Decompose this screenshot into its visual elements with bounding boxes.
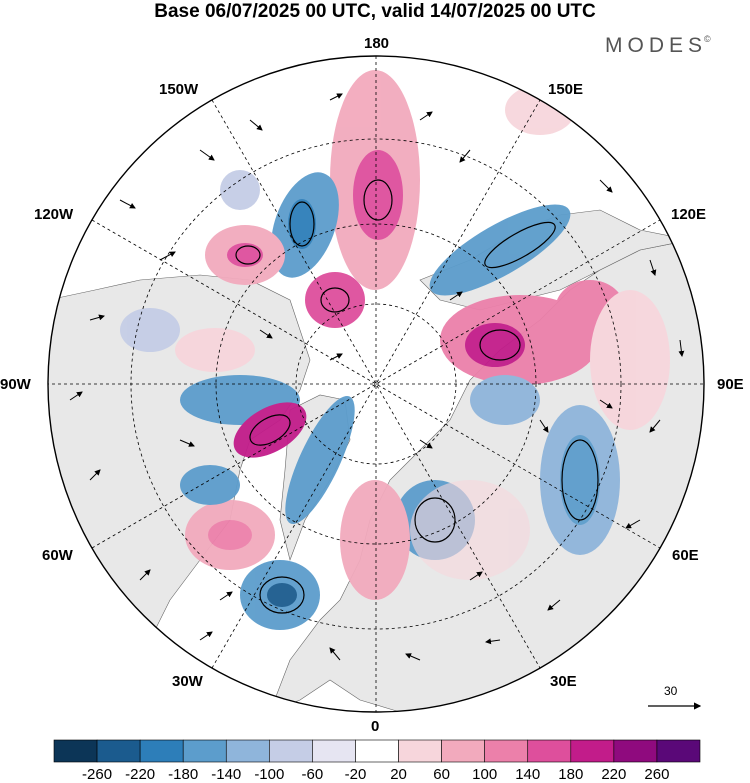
lon-label-30w: 30W: [172, 673, 203, 690]
lon-label-0: 0: [371, 718, 380, 735]
colorbar-tick-label: -180: [168, 766, 199, 783]
lon-label-150w: 150W: [159, 81, 199, 98]
wind-scale-label: 30: [664, 684, 678, 698]
colorbar: [53, 739, 701, 763]
colorbar-swatch: [527, 739, 572, 763]
colorbar-tick-label: 100: [472, 766, 498, 783]
colorbar-tick-label: 180: [558, 766, 584, 783]
colorbar-swatch: [53, 739, 98, 763]
wind-vectors: [69, 93, 685, 661]
colorbar-swatch: [613, 739, 658, 763]
lon-label-60e: 60E: [672, 547, 699, 564]
colorbar-swatch: [570, 739, 615, 763]
lon-label-90w: 90W: [0, 376, 31, 393]
colorbar-tick-label: -260: [82, 766, 113, 783]
colorbar-tick-label: 20: [390, 766, 407, 783]
colorbar-tick-label: -20: [344, 766, 367, 783]
colorbar-tick-label: 140: [515, 766, 541, 783]
map-boundary: [47, 55, 705, 713]
colorbar-tick-label: 220: [601, 766, 627, 783]
colorbar-tick-label: 60: [433, 766, 450, 783]
lon-label-150e: 150E: [548, 81, 584, 98]
colorbar-swatch: [139, 739, 184, 763]
graticule: [48, 56, 704, 712]
map-disc: [48, 56, 704, 712]
colorbar-tick-labels: -260 -220 -180 -140 -100 -60 -20 20 60 100 140 180 2…: [0, 767, 750, 783]
colorbar-tick-label: 260: [644, 766, 670, 783]
colorbar-swatch: [182, 739, 227, 763]
lon-label-180: 180: [364, 35, 390, 52]
colorbar-tick-label: -100: [254, 766, 285, 783]
colorbar-swatch: [96, 739, 141, 763]
colorbar-swatch: [312, 739, 356, 763]
lon-label-90e: 90E: [717, 376, 744, 393]
height-anomaly-field: [120, 70, 670, 630]
colorbar-swatch: [225, 739, 270, 763]
lon-label-60w: 60W: [42, 547, 73, 564]
colorbar-tick-label: -140: [211, 766, 242, 783]
map-title: Base 06/07/2025 00 UTC, valid 14/07/2025…: [154, 1, 596, 22]
colorbar-tick-label: -60: [301, 766, 324, 783]
colorbar-tick-label: -220: [125, 766, 156, 783]
colorbar-swatch: [484, 739, 529, 763]
colorbar-swatch: [355, 739, 399, 763]
colorbar-swatch: [398, 739, 442, 763]
colorbar-swatch: [441, 739, 485, 763]
lon-label-120e: 120E: [671, 206, 707, 223]
lon-label-120w: 120W: [34, 206, 74, 223]
lon-label-30e: 30E: [550, 673, 577, 690]
modes-logo: MODES©: [605, 34, 711, 57]
colorbar-swatch: [269, 739, 313, 763]
colorbar-swatch: [656, 739, 701, 763]
contours: [235, 179, 599, 614]
